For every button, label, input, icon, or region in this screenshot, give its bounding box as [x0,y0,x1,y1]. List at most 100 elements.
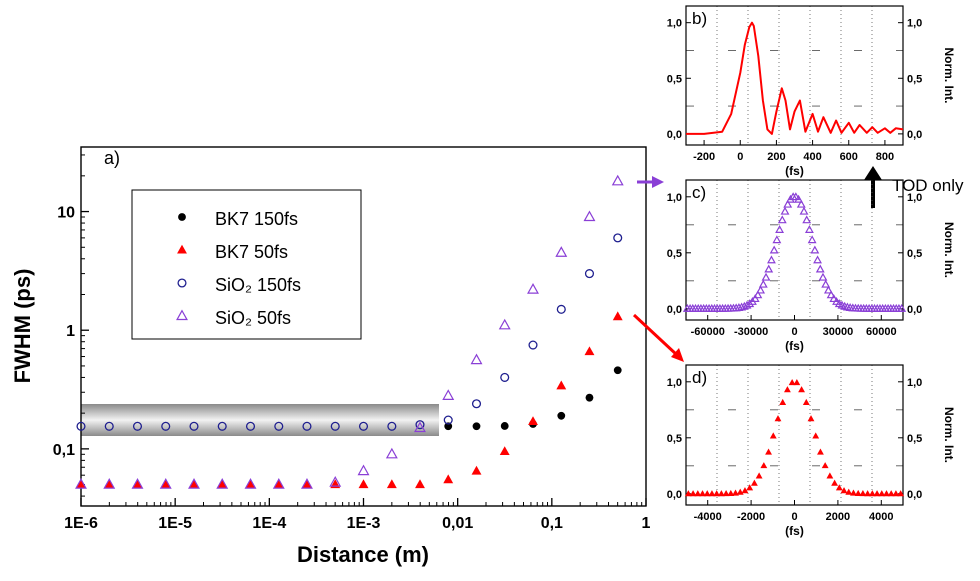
data-point-sio-150fs [528,340,538,350]
pulse-point [727,489,735,496]
pulse-point [821,279,831,288]
data-point-bk7-50fs [499,446,510,456]
data-point-bk7-50fs [386,479,397,489]
pulse-point [796,199,806,208]
data-point-sio-50fs [301,478,313,489]
pulse-point [878,490,886,497]
data-point-sio-150fs [500,372,510,382]
legend-label: BK7 50fs [215,242,288,262]
pulse-point [850,489,857,496]
pulse-point [775,225,785,233]
data-point-sio-150fs [161,421,171,431]
data-point-sio-150fs [302,421,312,431]
y-tick-label-right: 0,0 [907,129,922,141]
x-tick-label-a: 0,01 [442,515,473,532]
arrow-to-d [632,313,679,357]
data-point-bk7-50fs [189,479,199,489]
legend: BK7 150fs BK7 50fs SiO₂ 150fs SiO₂ 50fs [131,189,362,340]
inset-c: -60000 -30000 0 30000 60000 0,0 0,0 0,5 0,5 1,0 1,… [667,179,956,353]
y-axis-label: Norm. Int. [942,222,956,278]
y-tick-label-right: 0,5 [907,73,922,85]
pulse-point [753,290,763,299]
x-tick-label: 600 [840,151,858,163]
pulse-point [823,285,833,294]
highlight-band [81,404,439,436]
data-point-bk7-50fs [217,479,228,489]
data-point-sio-150fs [76,421,86,431]
y-tick-label-left: 1,0 [667,377,682,389]
x-tick-label: -200 [693,151,715,163]
legend-marker [177,244,187,254]
legend-label: SiO₂ 150fs [215,275,301,295]
pulse-point [750,294,760,303]
x-tick-label-a: 1E-3 [347,515,381,532]
panel-label: b) [692,9,707,28]
inset-d: -4000 -2000 0 2000 4000 0,0 0,0 0,5 0,5 1,0 1,0 d) (… [667,364,956,538]
inset-frame [685,5,904,146]
pulse-point [722,490,730,497]
pulse-point [887,490,895,497]
pulse-point [791,192,801,201]
data-point-bk7-150fs [557,411,566,420]
pulse-point [767,255,776,264]
x-tick-label-a: 1E-6 [64,515,98,532]
data-point-sio-150fs [584,269,595,279]
y-tick-label-right: 1,0 [907,192,922,204]
arrow-head-d [671,348,684,362]
pulse-point [779,398,787,405]
pulse-point [699,490,706,497]
x-tick-label: 0 [791,326,797,338]
y-tick-label-right: 0,5 [907,433,922,445]
panel-label: c) [692,183,706,202]
data-point-bk7-50fs [302,479,312,489]
pulse-point [897,490,905,497]
inset-b: -200 0 200 400 600 800 0,0 0,0 0,5 0,5 1,0 1,0 b) (fs… [667,5,956,178]
pulse-point [742,300,752,309]
x-tick-label: 0 [791,511,797,523]
pulse-point [764,264,774,273]
pulse-point [783,199,793,208]
pulse-point [708,490,716,497]
pulse-point [780,206,790,215]
y-tick-label-right: 1,0 [907,18,922,30]
y-tick-label-left: 0,5 [667,73,682,85]
data-point-bk7-150fs [500,422,509,430]
pulse-point [826,290,836,299]
data-marks-a [75,174,624,489]
data-point-sio-50fs [583,210,596,222]
data-point-bk7-50fs [415,479,425,489]
data-point-sio-50fs [527,283,539,294]
pulse-point [829,294,839,303]
axis-ticks-a: 1E-6 1E-5 1E-4 1E-3 0,01 0,1 1 0,1 1 10 [53,154,651,532]
pulse-point [812,432,820,439]
data-point-sio-150fs [189,421,199,431]
pulse-point [774,415,782,422]
pulse-point [798,386,805,393]
data-point-sio-50fs [555,246,568,257]
y-axis-label: Norm. Int. [942,48,956,104]
data-point-sio-50fs [103,478,116,489]
pulse-point [826,472,834,479]
data-point-sio-150fs [217,421,227,431]
data-point-sio-150fs [245,421,256,431]
data-point-bk7-50fs [612,311,623,321]
pulse-point [897,303,907,312]
legend-marker [178,213,186,221]
x-tick-label: 4000 [869,511,893,523]
x-axis-label: (fs) [785,164,804,178]
data-point-sio-50fs [357,464,370,476]
data-point-sio-150fs [274,421,284,431]
y-tick-label-left: 0,5 [667,433,682,445]
pulse-point [817,448,824,455]
pulse-point [892,490,900,497]
pulse-point [784,386,791,393]
data-point-sio-150fs [443,415,453,425]
data-point-bk7-50fs [245,479,256,489]
pulse-point [756,285,766,294]
data-point-bk7-150fs [472,422,481,431]
y-axis-label-a: FWHM (ps) [10,269,35,384]
pulse-point [868,490,876,497]
y-tick-label-left: 1,0 [667,192,682,204]
x-axis-label: (fs) [785,524,804,538]
